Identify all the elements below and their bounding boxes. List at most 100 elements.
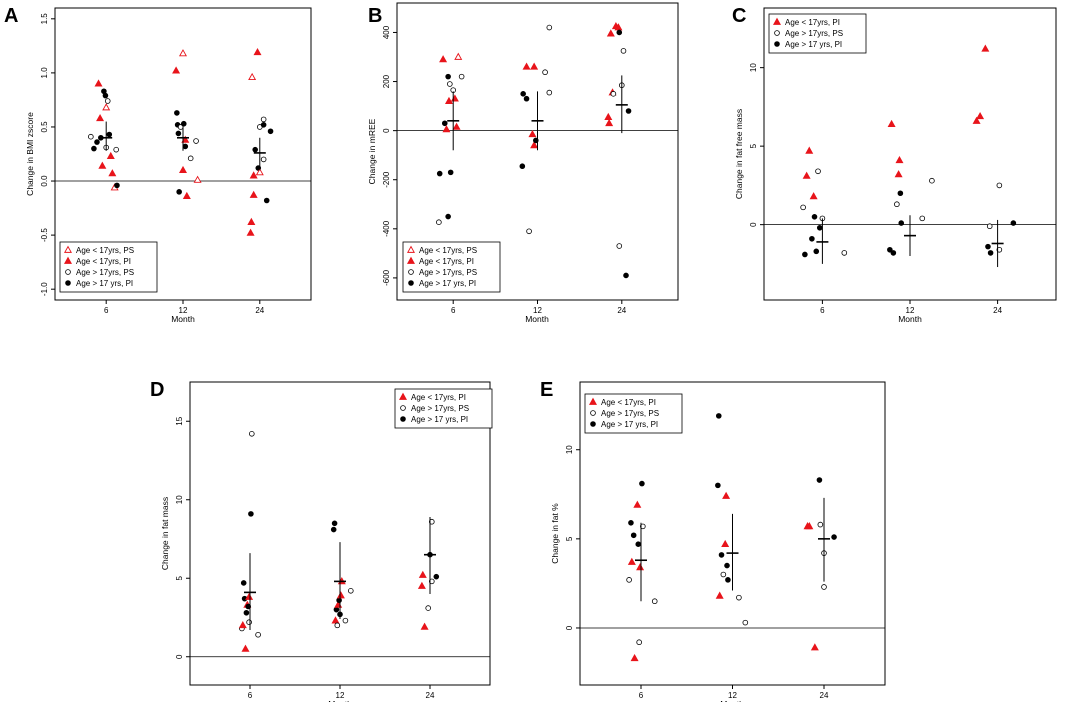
x-tick-label: 6 bbox=[451, 306, 456, 315]
data-point bbox=[542, 69, 548, 76]
data-point bbox=[604, 112, 613, 120]
data-point bbox=[894, 201, 900, 208]
data-point bbox=[433, 573, 440, 580]
y-tick-label: 0.0 bbox=[40, 175, 49, 187]
data-point bbox=[96, 113, 105, 122]
data-point bbox=[441, 120, 448, 127]
x-tick-label: 6 bbox=[104, 306, 109, 315]
panel-c: C 0 5 10 6 12 24 Month Change in fat free mass Ag… bbox=[732, 5, 1057, 324]
legend-label: Age > 17 yrs, PI bbox=[76, 279, 133, 288]
y-tick-label: 0 bbox=[565, 625, 574, 630]
data-point bbox=[436, 219, 442, 225]
data-point bbox=[817, 521, 824, 528]
data-point bbox=[336, 591, 345, 599]
data-point bbox=[630, 532, 637, 539]
data-point bbox=[248, 72, 257, 81]
y-axis-label: Change in fat free mass bbox=[734, 109, 744, 199]
data-point bbox=[630, 653, 639, 662]
data-point bbox=[428, 518, 435, 525]
legend-marker bbox=[589, 397, 597, 405]
data-point bbox=[627, 557, 636, 565]
legend-label: Age < 17yrs, PI bbox=[76, 257, 131, 266]
data-point bbox=[182, 143, 189, 150]
legend-marker bbox=[407, 256, 415, 264]
data-point bbox=[267, 128, 274, 135]
data-point bbox=[418, 570, 427, 578]
data-point bbox=[175, 130, 182, 137]
x-tick-label: 24 bbox=[993, 306, 1002, 315]
data-point bbox=[715, 591, 724, 599]
panel-e: E 0 5 10 6 12 24 Month Change in fat % Age < 17yr… bbox=[540, 379, 886, 702]
x-axis-label: Month bbox=[720, 699, 744, 702]
data-point bbox=[628, 520, 634, 526]
data-point bbox=[887, 119, 896, 128]
x-axis-label: Month bbox=[171, 314, 195, 324]
data-point bbox=[530, 62, 539, 70]
data-point bbox=[241, 644, 250, 652]
data-point bbox=[809, 192, 818, 200]
legend-label: Age > 17 yrs, PI bbox=[601, 420, 658, 429]
data-point bbox=[260, 122, 267, 128]
data-point bbox=[243, 609, 250, 616]
data-point bbox=[180, 120, 187, 127]
data-point bbox=[530, 141, 539, 149]
legend-label: Age > 17 yrs, PI bbox=[785, 40, 842, 49]
data-point bbox=[176, 189, 182, 195]
data-point bbox=[625, 108, 632, 114]
data-point bbox=[246, 228, 255, 236]
legend-box bbox=[402, 241, 501, 293]
data-point bbox=[249, 171, 258, 179]
data-point bbox=[816, 477, 823, 483]
legend-marker bbox=[407, 245, 415, 253]
data-point bbox=[605, 118, 614, 127]
data-point bbox=[809, 235, 815, 242]
legend-label: Age < 17yrs, PS bbox=[76, 246, 134, 255]
data-point bbox=[715, 482, 721, 489]
data-point bbox=[263, 197, 270, 204]
y-tick-label: 15 bbox=[175, 416, 184, 425]
data-point bbox=[331, 616, 340, 624]
data-point bbox=[805, 146, 814, 154]
data-point bbox=[181, 135, 190, 143]
panel-b: B -600 -400 -200 0 200 400 6 12 24 Month Change in … bbox=[367, 2, 679, 324]
data-point bbox=[193, 175, 202, 183]
data-point bbox=[240, 580, 247, 586]
y-axis-label: Change in fat % bbox=[550, 503, 560, 564]
legend-marker bbox=[590, 421, 596, 427]
data-point bbox=[342, 617, 349, 624]
data-point bbox=[447, 169, 454, 176]
data-point bbox=[802, 251, 808, 258]
data-point bbox=[981, 44, 990, 52]
data-point bbox=[996, 182, 1003, 189]
data-point bbox=[94, 139, 100, 145]
data-point bbox=[919, 215, 926, 222]
legend-marker bbox=[774, 41, 780, 47]
panel-a: A -1.0 -0.5 0.0 0.5 1.0 1.5 6 12 24 Month Change in… bbox=[4, 5, 312, 324]
legend-marker bbox=[399, 392, 407, 400]
data-point bbox=[986, 223, 993, 230]
data-point bbox=[104, 98, 111, 104]
data-point bbox=[1010, 220, 1017, 226]
data-point bbox=[724, 562, 730, 569]
data-point bbox=[245, 603, 252, 610]
x-tick-label: 24 bbox=[426, 691, 435, 700]
legend-marker bbox=[65, 269, 71, 275]
data-point bbox=[88, 133, 94, 140]
data-point bbox=[260, 156, 267, 163]
data-point bbox=[333, 606, 340, 613]
x-tick-label: 12 bbox=[179, 306, 188, 315]
y-tick-label: 0 bbox=[382, 128, 391, 133]
y-tick-label: -600 bbox=[382, 269, 391, 286]
data-point bbox=[626, 577, 632, 583]
data-point bbox=[330, 526, 337, 533]
legend-box bbox=[584, 393, 683, 434]
data-point bbox=[526, 228, 532, 235]
legend-marker bbox=[400, 416, 406, 422]
legend-label: Age < 17yrs, PI bbox=[601, 398, 656, 407]
data-point bbox=[640, 523, 646, 530]
data-point bbox=[106, 151, 115, 159]
data-point bbox=[890, 250, 897, 256]
data-point bbox=[996, 246, 1003, 253]
legend-box bbox=[394, 388, 493, 429]
